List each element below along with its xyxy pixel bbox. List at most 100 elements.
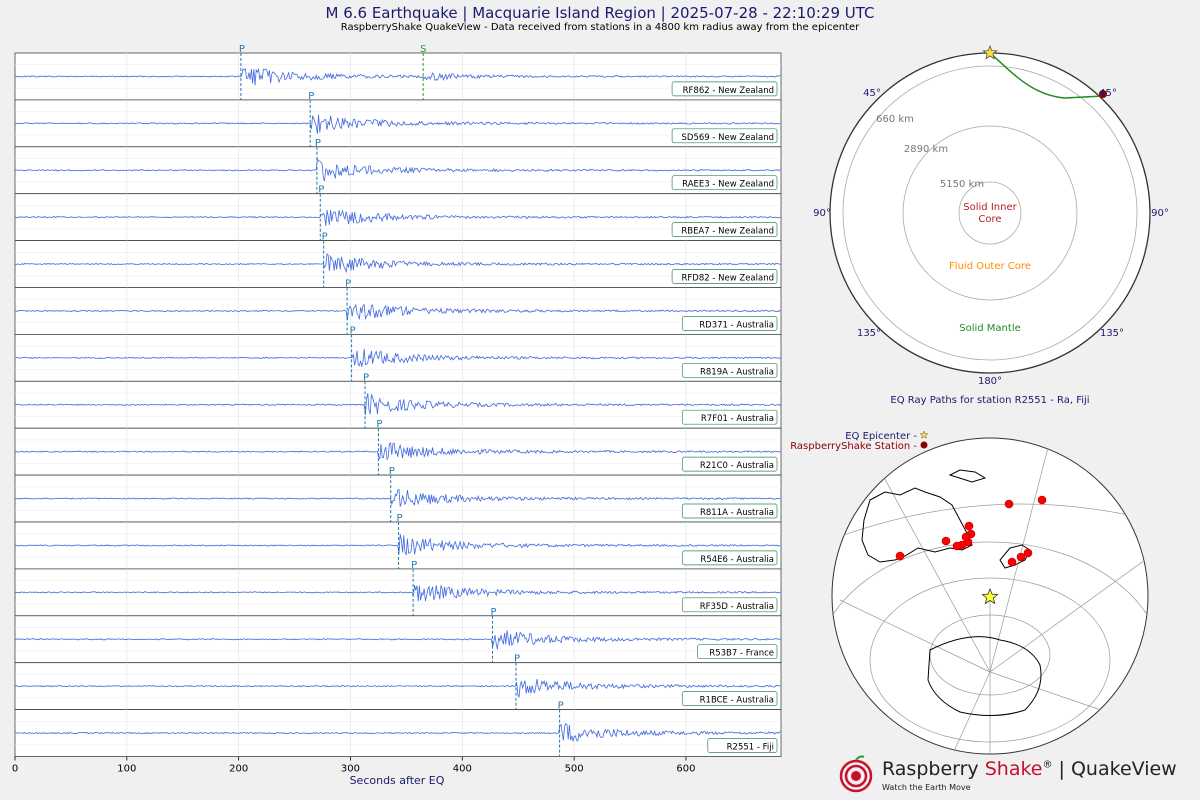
seismogram-panel: P RF35D - Australia bbox=[14, 560, 782, 617]
station-label: R819A - Australia bbox=[700, 367, 774, 377]
page-subtitle: RaspberryShake QuakeView - Data received… bbox=[340, 22, 860, 33]
station-label-box bbox=[681, 362, 778, 378]
epicenter-star-icon bbox=[981, 587, 999, 605]
seismogram-panel: P RD371 - Australia bbox=[14, 279, 782, 335]
australia-coastline bbox=[861, 487, 973, 563]
station-label-box bbox=[681, 691, 778, 706]
station-label: RFD82 - New Zealand bbox=[682, 274, 774, 284]
seismogram-panel: P R54E6 - Australia bbox=[14, 513, 782, 570]
brand-accent: Shake bbox=[984, 758, 1043, 780]
legend-star-icon bbox=[919, 430, 929, 439]
waveform-trace bbox=[14, 722, 781, 742]
p-arrival-label: P bbox=[490, 607, 496, 618]
waveform-trace bbox=[14, 252, 781, 274]
brand-tagline: Watch the Earth Move bbox=[882, 783, 971, 792]
antarctica-coastline bbox=[927, 636, 1042, 717]
station-label: R54E6 - Australia bbox=[700, 555, 774, 565]
station-label-box bbox=[681, 503, 778, 519]
waveform-trace bbox=[14, 209, 781, 226]
station-label-box bbox=[671, 222, 778, 237]
station-marker-icon bbox=[961, 532, 971, 542]
depth-label: 660 km bbox=[876, 114, 914, 125]
x-tick-label: 200 bbox=[229, 764, 248, 775]
station-label: R7F01 - Australia bbox=[701, 414, 774, 424]
p-arrival-label: P bbox=[350, 325, 356, 336]
new-guinea-coastline bbox=[948, 469, 987, 483]
p-arrival-label: P bbox=[345, 279, 351, 290]
station-label-box bbox=[671, 81, 778, 97]
seismogram-panel: P SD569 - New Zealand bbox=[14, 91, 782, 148]
station-label: RF35D - Australia bbox=[700, 602, 774, 612]
waveform-trace bbox=[14, 157, 781, 182]
station-label: RD371 - Australia bbox=[699, 320, 774, 330]
station-marker-icon bbox=[1004, 499, 1014, 509]
angle-label: 180° bbox=[978, 376, 1002, 387]
inner-core-boundary bbox=[958, 181, 1022, 245]
layer-label: Fluid Outer Core bbox=[949, 261, 1031, 272]
p-arrival-label: P bbox=[308, 91, 314, 102]
x-tick-label: 500 bbox=[565, 764, 584, 775]
p-arrival-label: P bbox=[318, 185, 324, 196]
station-label-box bbox=[681, 550, 778, 566]
station-label: RF862 - New Zealand bbox=[683, 86, 774, 96]
s-arrival-label: S bbox=[420, 44, 426, 55]
layer-label: Solid Mantle bbox=[959, 323, 1021, 334]
ray-path-title: EQ Ray Paths for station R2551 - Ra, Fij… bbox=[890, 395, 1089, 406]
p-arrival-label: P bbox=[376, 419, 382, 430]
waveform-trace bbox=[14, 585, 781, 602]
station-label-box bbox=[671, 269, 778, 284]
station-label: RBEA7 - New Zealand bbox=[681, 227, 774, 237]
seismogram-panel: P R811A - Australia bbox=[14, 466, 782, 523]
product-name: | QuakeView bbox=[1058, 758, 1177, 780]
waveform-trace bbox=[14, 630, 781, 650]
station-marker-icon bbox=[895, 551, 905, 561]
seismogram-panel: P S RF862 - New Zealand bbox=[14, 44, 782, 101]
seismogram-panel: P R2551 - Fiji bbox=[14, 701, 782, 757]
raspberry-shake-logo-icon bbox=[839, 755, 873, 793]
waveform-trace bbox=[14, 393, 781, 416]
station-label: R811A - Australia bbox=[700, 508, 774, 518]
station-marker-icon bbox=[1099, 90, 1107, 98]
x-axis-label: Seconds after EQ bbox=[350, 774, 445, 787]
seismogram-panel: P R1BCE - Australia bbox=[14, 654, 782, 711]
station-label-box bbox=[671, 175, 778, 191]
station-label-box bbox=[697, 644, 778, 660]
legend-station-label: RaspberryShake Station - bbox=[790, 441, 917, 452]
station-marker-icon bbox=[941, 536, 951, 546]
page-title: M 6.6 Earthquake | Macquarie Island Regi… bbox=[325, 4, 875, 22]
waveform-trace bbox=[14, 348, 781, 367]
station-marker-icon bbox=[1007, 557, 1017, 567]
waveform-trace bbox=[14, 679, 781, 698]
station-label-box bbox=[681, 409, 778, 425]
station-label: R1BCE - Australia bbox=[700, 696, 774, 706]
station-marker-icon bbox=[1016, 552, 1026, 562]
seismogram-panel: P RBEA7 - New Zealand bbox=[14, 185, 782, 241]
seismogram-panel: P R53B7 - France bbox=[14, 607, 782, 664]
p-arrival-label: P bbox=[363, 372, 369, 383]
p-arrival-label: P bbox=[239, 44, 245, 55]
seismogram-panel: P R819A - Australia bbox=[14, 325, 782, 382]
waveform-trace bbox=[15, 303, 781, 321]
angle-label: 45° bbox=[863, 88, 881, 99]
x-tick-label: 600 bbox=[676, 764, 695, 775]
station-label-box bbox=[671, 128, 778, 144]
brand-reg: ® bbox=[1042, 759, 1053, 771]
x-tick-label: 300 bbox=[341, 764, 360, 775]
station-label: RAEE3 - New Zealand bbox=[682, 180, 774, 190]
x-tick-label: 0 bbox=[12, 764, 18, 775]
station-marker-icon bbox=[1023, 548, 1033, 558]
station-label-box bbox=[681, 316, 778, 331]
waveform-trace bbox=[14, 114, 781, 134]
station-label-box bbox=[681, 456, 778, 472]
angle-label: 135° bbox=[857, 328, 881, 339]
brand-name: Raspberry bbox=[882, 758, 979, 780]
p-arrival-label: P bbox=[397, 513, 403, 524]
station-label: R53B7 - France bbox=[709, 649, 774, 659]
angle-label: 135° bbox=[1100, 328, 1124, 339]
station-label: R2551 - Fiji bbox=[727, 743, 774, 753]
p-arrival-label: P bbox=[558, 701, 564, 712]
p-arrival-label: P bbox=[514, 654, 520, 665]
